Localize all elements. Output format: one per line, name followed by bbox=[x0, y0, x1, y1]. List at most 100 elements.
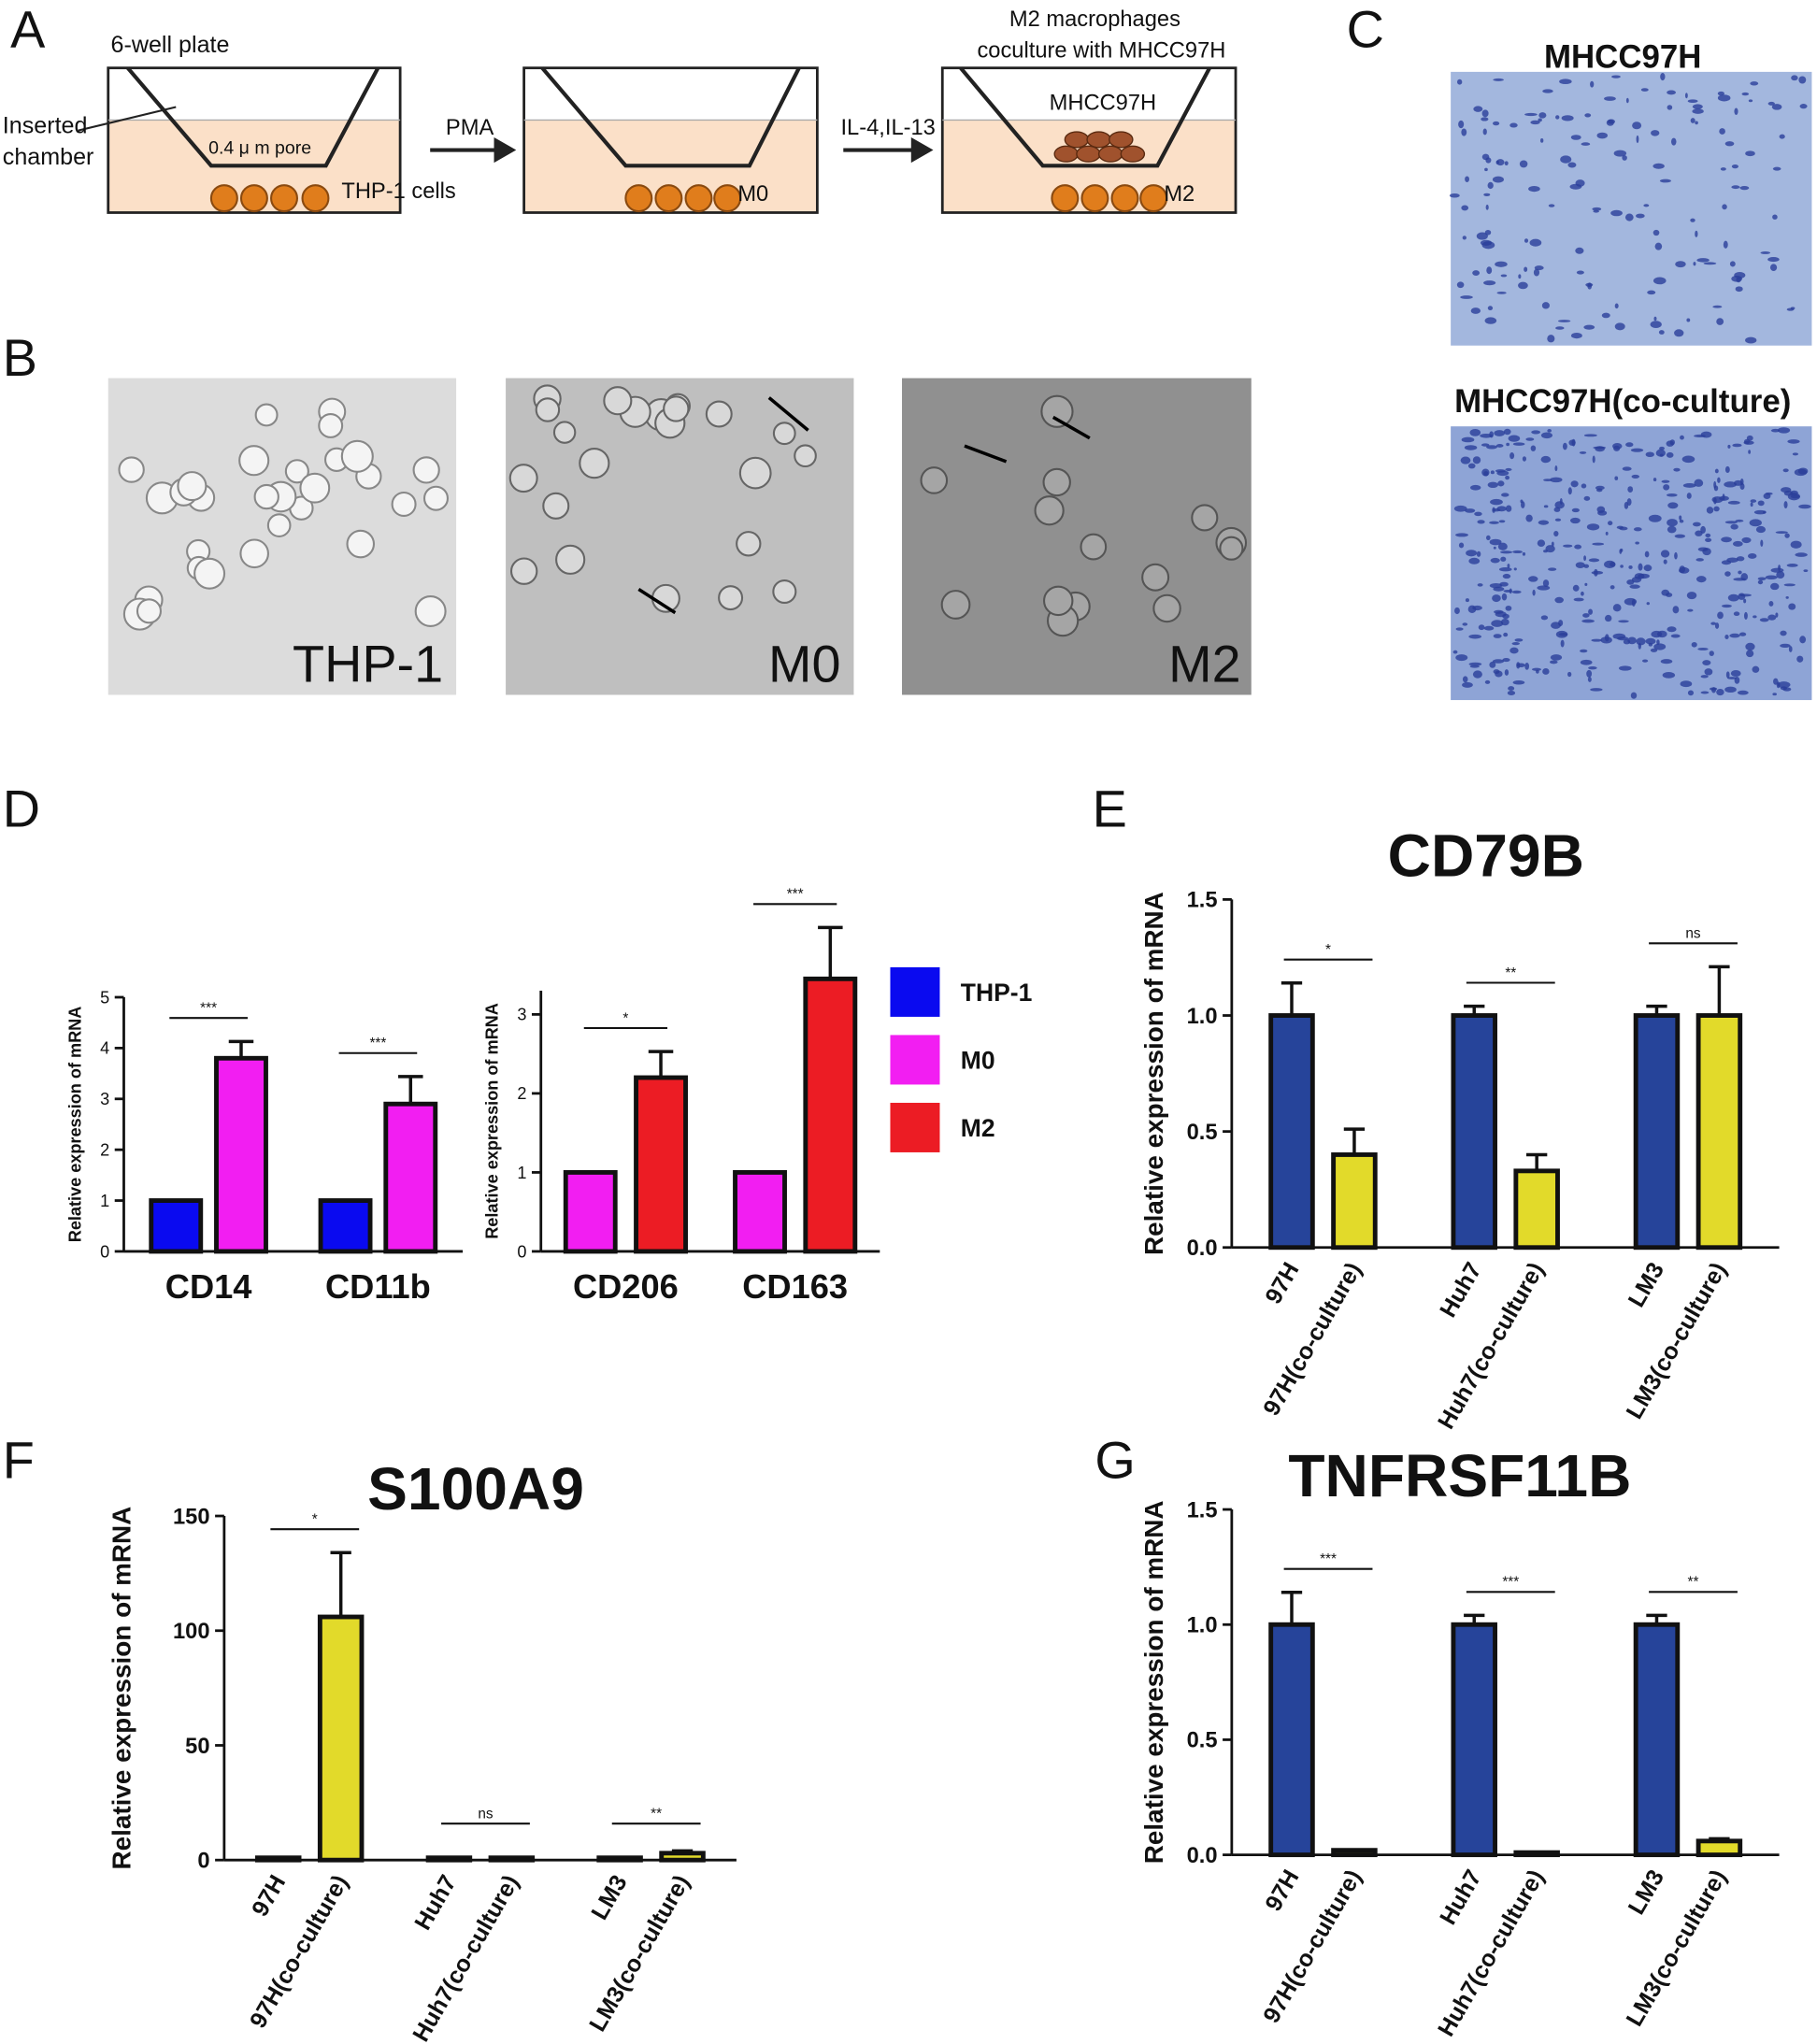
stain bbox=[1481, 117, 1489, 121]
stain bbox=[1610, 209, 1623, 217]
stain bbox=[1686, 318, 1691, 322]
stain bbox=[1531, 667, 1542, 671]
cell bbox=[772, 579, 797, 605]
stain bbox=[1735, 286, 1743, 293]
stain bbox=[1514, 638, 1524, 642]
stain bbox=[1512, 679, 1525, 685]
stain bbox=[1541, 302, 1550, 309]
stain bbox=[1533, 268, 1540, 277]
stain bbox=[1500, 550, 1513, 554]
stain bbox=[1481, 468, 1490, 477]
legend-label: M0 bbox=[961, 1047, 995, 1075]
chart-title: TNFRSF11B bbox=[1288, 1442, 1631, 1509]
stain bbox=[1601, 312, 1610, 319]
stain bbox=[1690, 218, 1695, 222]
stain bbox=[1651, 630, 1663, 638]
stain bbox=[1538, 520, 1550, 525]
bar bbox=[383, 1101, 438, 1254]
stain bbox=[1744, 611, 1748, 620]
stain bbox=[1736, 277, 1741, 283]
stain bbox=[1723, 240, 1728, 249]
stain bbox=[1724, 686, 1737, 693]
coculture-title: M2 macrophages bbox=[1009, 7, 1180, 32]
cell bbox=[684, 184, 713, 213]
stain bbox=[1671, 137, 1677, 146]
stain bbox=[1772, 214, 1778, 220]
stain bbox=[1741, 92, 1750, 96]
stain bbox=[1717, 477, 1721, 483]
cell bbox=[340, 439, 374, 473]
m0-label: M0 bbox=[737, 182, 768, 207]
stain bbox=[1755, 525, 1767, 534]
stain bbox=[1702, 660, 1711, 666]
stain bbox=[1583, 434, 1597, 437]
cell bbox=[654, 184, 683, 213]
stain bbox=[1667, 525, 1677, 534]
stain bbox=[1575, 179, 1585, 187]
stain bbox=[1489, 661, 1496, 668]
stain bbox=[1474, 511, 1482, 517]
cell bbox=[1042, 467, 1071, 497]
stain bbox=[1496, 291, 1507, 294]
stain bbox=[1460, 456, 1471, 465]
stain bbox=[1468, 634, 1482, 639]
cell bbox=[603, 386, 633, 416]
stain bbox=[1739, 186, 1750, 191]
cell bbox=[508, 464, 538, 493]
stain bbox=[1560, 639, 1565, 648]
stain bbox=[1590, 80, 1595, 88]
stain bbox=[1658, 330, 1665, 335]
stain bbox=[1483, 280, 1496, 286]
stain bbox=[1647, 290, 1656, 295]
stain bbox=[1702, 548, 1711, 556]
stain bbox=[1511, 590, 1522, 594]
cell bbox=[422, 485, 449, 511]
stain bbox=[1722, 204, 1727, 210]
stain bbox=[1643, 565, 1652, 572]
stain bbox=[1502, 658, 1510, 663]
x-tick-label: CD206 bbox=[573, 1267, 679, 1306]
x-tick-label: LM3 bbox=[586, 1870, 632, 1924]
stain bbox=[1563, 544, 1573, 548]
stain bbox=[1483, 193, 1491, 196]
stain bbox=[1596, 132, 1608, 139]
stain bbox=[1706, 507, 1714, 514]
stain bbox=[1480, 433, 1494, 438]
y-tick-label: 0 bbox=[100, 1242, 109, 1261]
stain bbox=[1485, 204, 1489, 210]
stain bbox=[1724, 521, 1738, 524]
panel-label: E bbox=[1093, 779, 1127, 837]
y-tick-label: 150 bbox=[173, 1505, 210, 1529]
stain bbox=[1662, 672, 1676, 679]
stain bbox=[1472, 270, 1481, 276]
stain bbox=[1757, 577, 1767, 580]
stain bbox=[1592, 455, 1595, 464]
stain bbox=[1569, 517, 1581, 524]
bar bbox=[803, 976, 858, 1254]
stain bbox=[1550, 477, 1563, 483]
stain bbox=[1453, 505, 1467, 512]
stain bbox=[1512, 550, 1523, 554]
stain bbox=[1655, 449, 1666, 457]
stain bbox=[1630, 692, 1638, 699]
stain bbox=[1604, 614, 1612, 622]
stain bbox=[1505, 505, 1512, 512]
stain bbox=[1473, 106, 1483, 112]
stain bbox=[1567, 487, 1572, 495]
stain bbox=[1737, 690, 1749, 695]
stain bbox=[1512, 442, 1525, 446]
panel-label: F bbox=[3, 1432, 35, 1490]
significance-label: * bbox=[312, 1512, 318, 1528]
stain bbox=[1724, 141, 1735, 147]
stain bbox=[1493, 78, 1504, 81]
y-tick-label: 3 bbox=[517, 1006, 526, 1024]
stain bbox=[1558, 620, 1564, 626]
x-tick-label: CD14 bbox=[165, 1267, 252, 1306]
stain bbox=[1631, 577, 1642, 583]
micrograph-detail bbox=[118, 73, 1811, 699]
significance-label: *** bbox=[787, 887, 804, 903]
stain bbox=[1670, 634, 1681, 638]
stain bbox=[1498, 567, 1512, 572]
stain bbox=[1771, 104, 1782, 110]
stain bbox=[1627, 486, 1634, 493]
